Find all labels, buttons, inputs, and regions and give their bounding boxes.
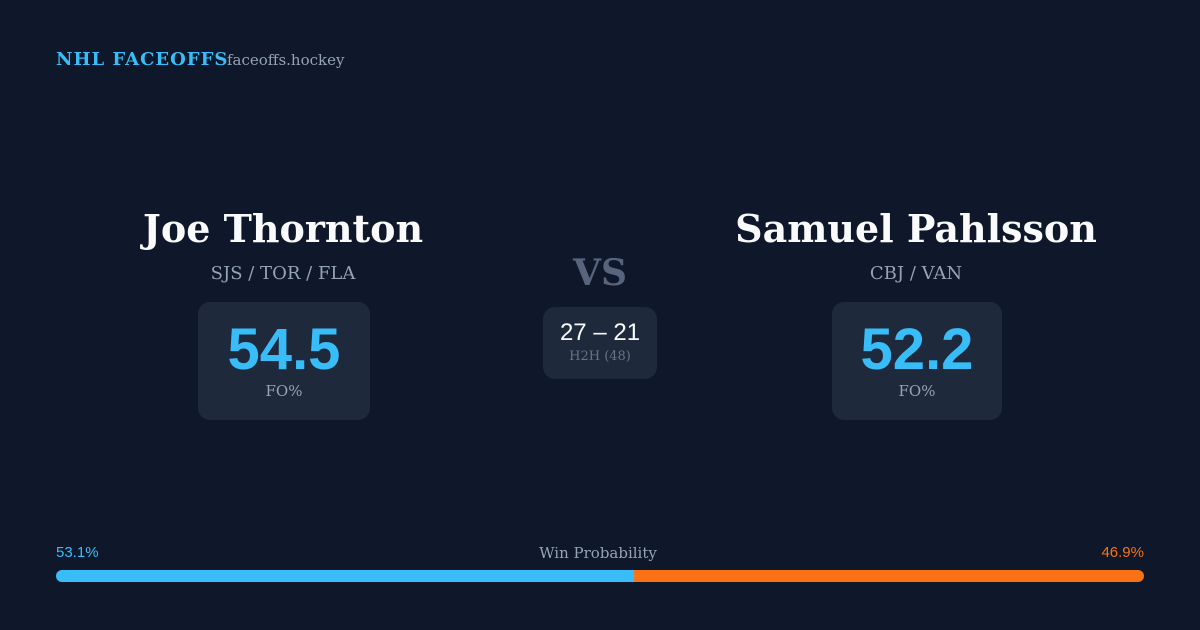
- player-name: Joe Thornton: [142, 206, 424, 251]
- win-prob-right: 46.9%: [1101, 544, 1144, 561]
- stat-box: 52.2 FO%: [832, 302, 1002, 420]
- player-teams: SJS / TOR / FLA: [210, 263, 356, 284]
- h2h-box: 27 – 21 H2H (48): [543, 307, 657, 379]
- win-prob-title: Win Probability: [539, 544, 657, 562]
- brand-title: NHL FACEOFFS: [56, 49, 229, 70]
- h2h-score: 27 – 21: [559, 319, 641, 346]
- h2h-label: H2H (48): [569, 349, 631, 364]
- win-prob-left: 53.1%: [56, 544, 99, 561]
- player-teams: CBJ / VAN: [869, 263, 963, 284]
- win-prob-segment: [56, 570, 634, 582]
- fo-value: 52.2: [860, 317, 974, 382]
- stat-box: 54.5 FO%: [198, 302, 370, 420]
- site-name: faceoffs.hockey: [227, 51, 345, 69]
- fo-value: 54.5: [227, 317, 341, 382]
- fo-label: FO%: [265, 382, 303, 400]
- player-name: Samuel Pahlsson: [735, 206, 1097, 251]
- versus: VS: [573, 252, 627, 294]
- win-prob-bar: [56, 570, 1144, 582]
- win-prob-segment: [633, 570, 1144, 582]
- fo-label: FO%: [898, 382, 936, 400]
